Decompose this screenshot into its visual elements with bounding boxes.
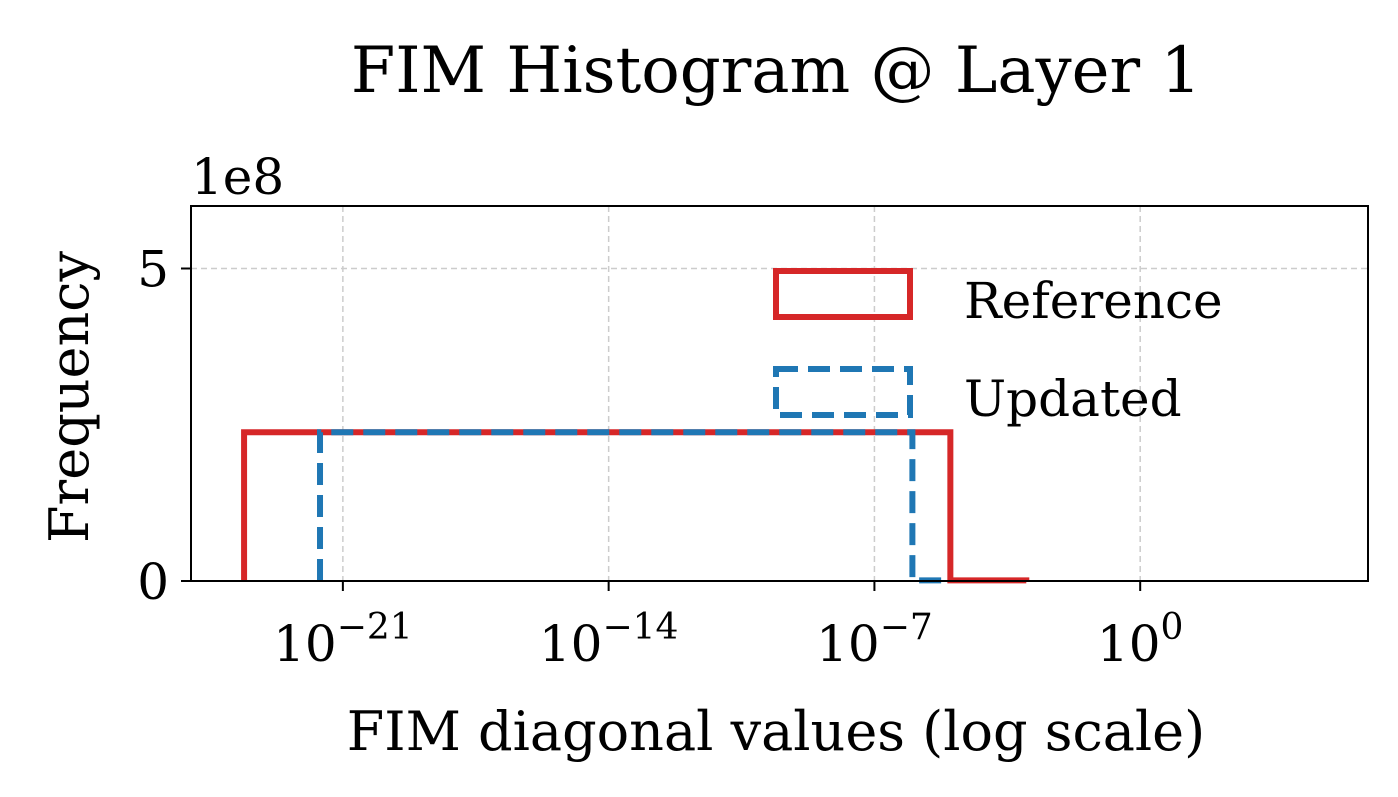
legend-swatch-updated [773, 366, 913, 418]
histogram-step-reference [241, 429, 1030, 584]
x-tick-label: 10−14 [539, 607, 679, 673]
plot-frame [190, 205, 1369, 582]
legend-label-reference: Reference [964, 272, 1223, 330]
y-axis-label: Frequency [38, 250, 101, 543]
x-tick-label: 10−7 [816, 607, 933, 673]
y-tick-label: 5 [137, 241, 169, 299]
y-axis-offset-label: 1e8 [191, 148, 284, 206]
x-tick-label: 100 [1097, 607, 1184, 673]
histogram-step-updated [317, 429, 954, 584]
axis-ticks: 10−21 10−14 10−7 100 0 5 [137, 241, 1183, 674]
grid-lines [191, 206, 1368, 582]
chart-title: FIM Histogram @ Layer 1 [351, 34, 1201, 108]
histogram-series [241, 429, 1030, 584]
legend-label-updated: Updated [964, 370, 1182, 428]
x-tick-label: 10−21 [273, 607, 413, 673]
legend: Reference Updated [773, 268, 1223, 428]
legend-swatch-reference [773, 268, 913, 320]
x-axis-label: FIM diagonal values (log scale) [347, 700, 1205, 763]
y-tick-label: 0 [137, 553, 169, 611]
